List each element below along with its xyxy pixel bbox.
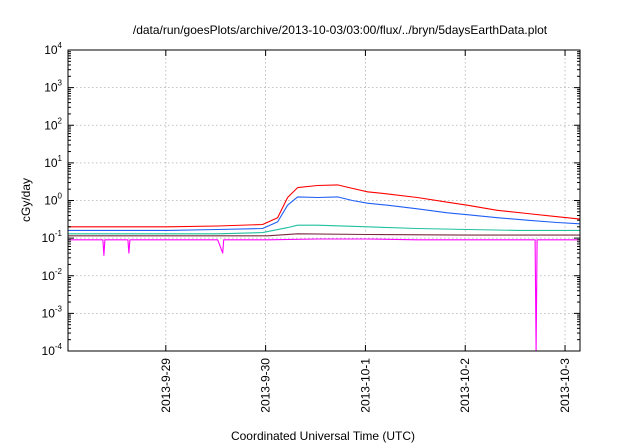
series-line — [68, 224, 580, 235]
y-tick-label: 103 — [44, 79, 62, 95]
series-group — [68, 184, 581, 352]
x-tick-label: 2013-10-2 — [458, 358, 472, 413]
y-tick-label: 10-3 — [42, 304, 63, 320]
y-tick-label: 100 — [44, 192, 62, 208]
y-axis: 10-4 10-3 10-2 10-1 100 101 102 103 104 — [42, 41, 580, 358]
grid — [68, 50, 580, 351]
series-line — [68, 196, 581, 231]
x-axis: 2013-9-29 2013-9-30 2013-10-1 2013-10-2 2013… — [159, 50, 572, 413]
x-tick-label: 2013-9-29 — [159, 358, 173, 413]
y-tick-label: 101 — [44, 154, 62, 170]
y-tick-label: 102 — [44, 116, 62, 132]
y-tick-label: 10-1 — [42, 229, 63, 245]
series-line — [68, 238, 580, 352]
y-axis-label: cGy/day — [19, 178, 33, 222]
x-tick-label: 2013-10-1 — [358, 358, 372, 413]
chart-title: /data/run/goesPlots/archive/2013-10-03/0… — [133, 23, 548, 37]
y-tick-label: 10-4 — [42, 342, 63, 358]
series-line — [68, 184, 581, 228]
x-tick-label: 2013-10-3 — [558, 358, 572, 413]
series-line — [68, 233, 580, 237]
x-axis-label: Coordinated Universal Time (UTC) — [231, 429, 415, 443]
x-tick-label: 2013-9-30 — [259, 358, 273, 413]
y-tick-label: 10-2 — [42, 267, 63, 283]
y-tick-label: 104 — [44, 41, 62, 57]
